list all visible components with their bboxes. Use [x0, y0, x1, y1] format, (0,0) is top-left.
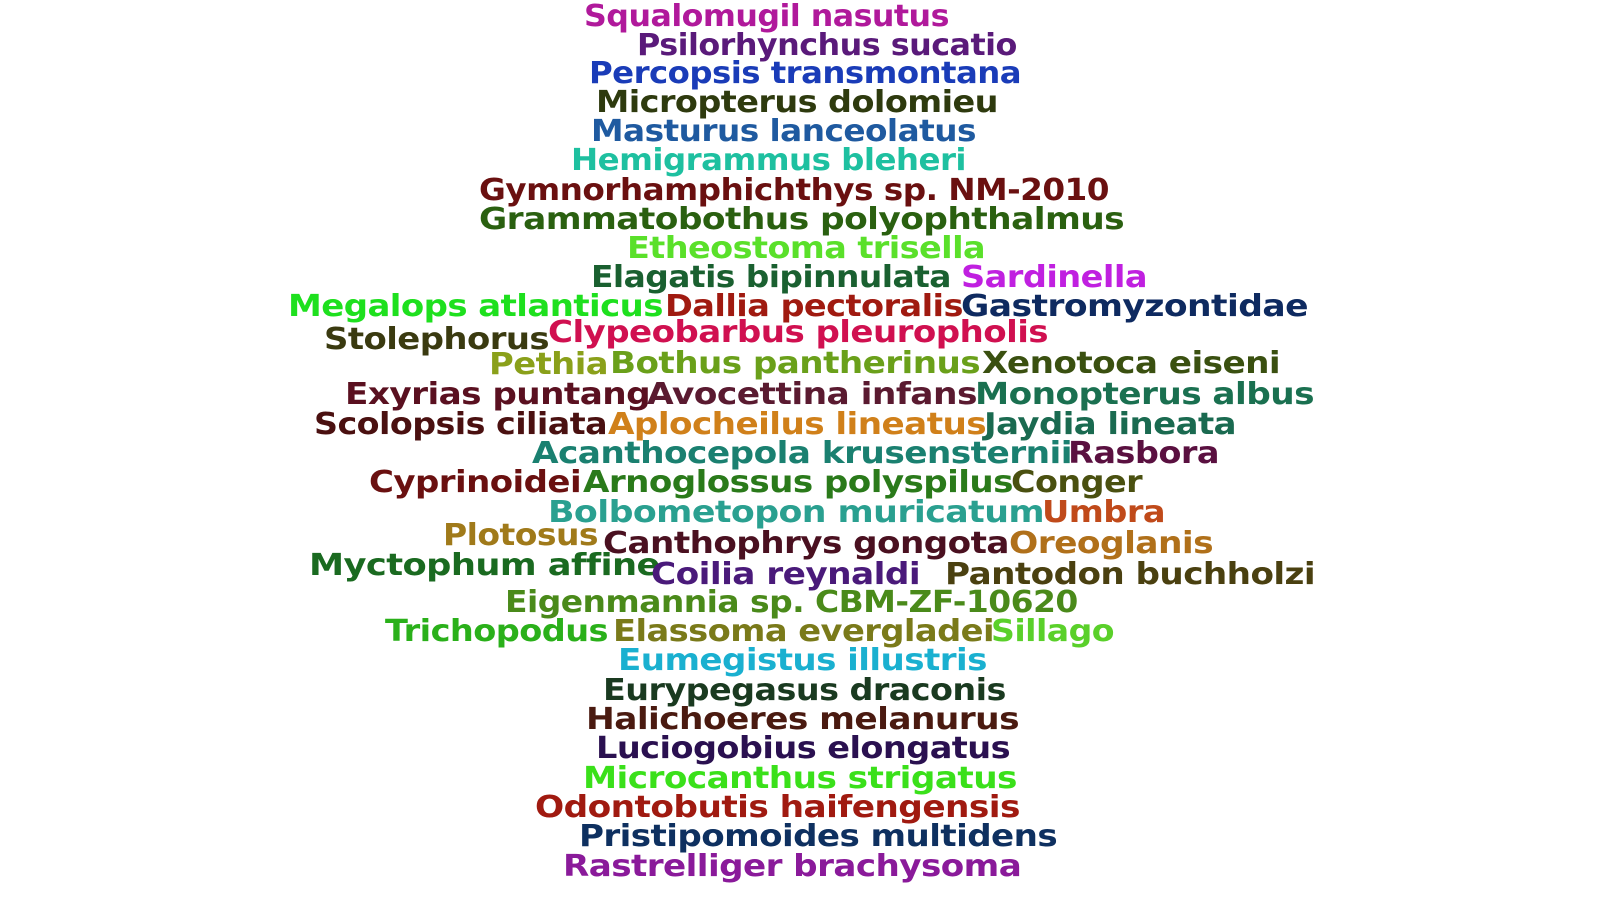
word-2: Percopsis transmontana	[589, 56, 1022, 91]
word-46: Microcanthus strigatus	[583, 761, 1017, 796]
word-37: Pantodon buchholzi	[945, 557, 1316, 592]
word-0: Squalomugil nasutus	[584, 0, 949, 34]
word-32: Plotosus	[443, 518, 599, 553]
word-34: Oreoglanis	[1009, 526, 1214, 561]
word-18: Xenotoca eiseni	[982, 346, 1281, 381]
word-31: Umbra	[1042, 495, 1166, 530]
word-47: Odontobutis haifengensis	[535, 790, 1020, 825]
word-41: Sillago	[991, 614, 1115, 649]
word-15: Clypeobarbus pleuropholis	[548, 315, 1049, 350]
word-36: Coilia reynaldi	[651, 557, 921, 592]
word-6: Gymnorhamphichthys sp. NM-2010	[479, 173, 1110, 208]
word-3: Micropterus dolomieu	[596, 85, 999, 120]
word-13: Gastromyzontidae	[961, 289, 1308, 324]
word-40: Elassoma evergladei	[613, 614, 995, 649]
word-20: Avocettina infans	[647, 377, 977, 412]
word-21: Monopterus albus	[975, 377, 1315, 412]
word-27: Cyprinoidei	[369, 465, 582, 500]
word-23: Aplocheilus lineatus	[608, 407, 987, 442]
word-30: Bolbometopon muricatum	[548, 495, 1045, 530]
word-8: Etheostoma trisella	[627, 231, 986, 266]
word-45: Luciogobius elongatus	[596, 731, 1011, 766]
word-14: Stolephorus	[324, 322, 550, 357]
word-42: Eumegistus illustris	[618, 643, 987, 678]
word-10: Sardinella	[961, 260, 1148, 295]
word-44: Halichoeres melanurus	[586, 702, 1020, 737]
word-26: Rasbora	[1068, 436, 1220, 471]
word-1: Psilorhynchus sucatio	[637, 28, 1017, 63]
word-17: Bothus pantherinus	[610, 346, 981, 381]
word-28: Arnoglossus polyspilus	[583, 465, 1013, 500]
word-5: Hemigrammus bleheri	[571, 143, 967, 178]
word-33: Canthophrys gongota	[603, 526, 1009, 561]
word-48: Pristipomoides multidens	[579, 819, 1058, 854]
word-7: Grammatobothus polyophthalmus	[479, 202, 1125, 237]
word-49: Rastrelliger brachysoma	[563, 849, 1022, 884]
word-35: Myctophum affine	[309, 548, 660, 583]
word-25: Acanthocepola krusensternii	[532, 436, 1072, 471]
word-39: Trichopodus	[385, 614, 609, 649]
word-24: Jaydia lineata	[984, 407, 1237, 442]
word-38: Eigenmannia sp. CBM-ZF-10620	[505, 585, 1078, 620]
word-9: Elagatis bipinnulata	[591, 260, 951, 295]
word-19: Exyrias puntang	[345, 377, 651, 412]
word-29: Conger	[1011, 465, 1143, 500]
word-4: Masturus lanceolatus	[591, 114, 976, 149]
word-16: Pethia	[489, 347, 609, 382]
word-22: Scolopsis ciliata	[314, 407, 608, 442]
word-43: Eurypegasus draconis	[603, 673, 1006, 708]
word-12: Dallia pectoralis	[665, 289, 963, 324]
word-11: Megalops atlanticus	[288, 289, 663, 324]
